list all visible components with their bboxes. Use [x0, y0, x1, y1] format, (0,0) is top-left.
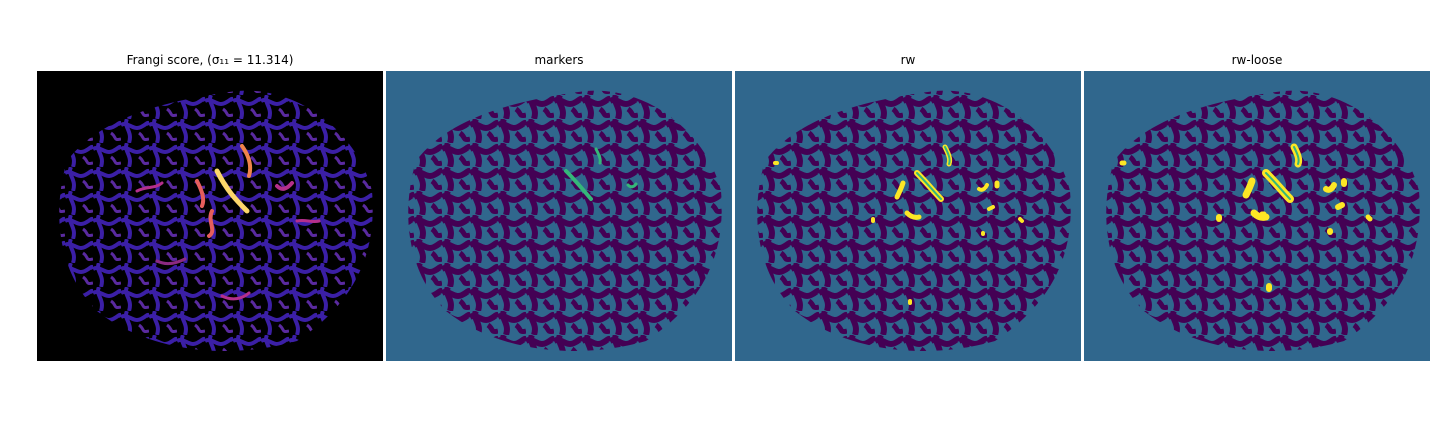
- markers-image: [386, 71, 732, 361]
- rw-image: [735, 71, 1081, 361]
- panel-markers: markers: [386, 52, 732, 362]
- panel-rw-loose: rw-loose: [1084, 52, 1430, 362]
- panel-title: markers: [534, 53, 584, 67]
- panel-rw: rw: [735, 52, 1081, 362]
- panel-frangi-score: Frangi score, (σ₁₁ = 11.314): [37, 52, 383, 362]
- panel-title: Frangi score, (σ₁₁ = 11.314): [126, 53, 294, 67]
- panel-title: rw: [900, 53, 916, 67]
- frangi-score-image: [37, 71, 383, 361]
- panel-title: rw-loose: [1231, 53, 1283, 67]
- rw-loose-image: [1084, 71, 1430, 361]
